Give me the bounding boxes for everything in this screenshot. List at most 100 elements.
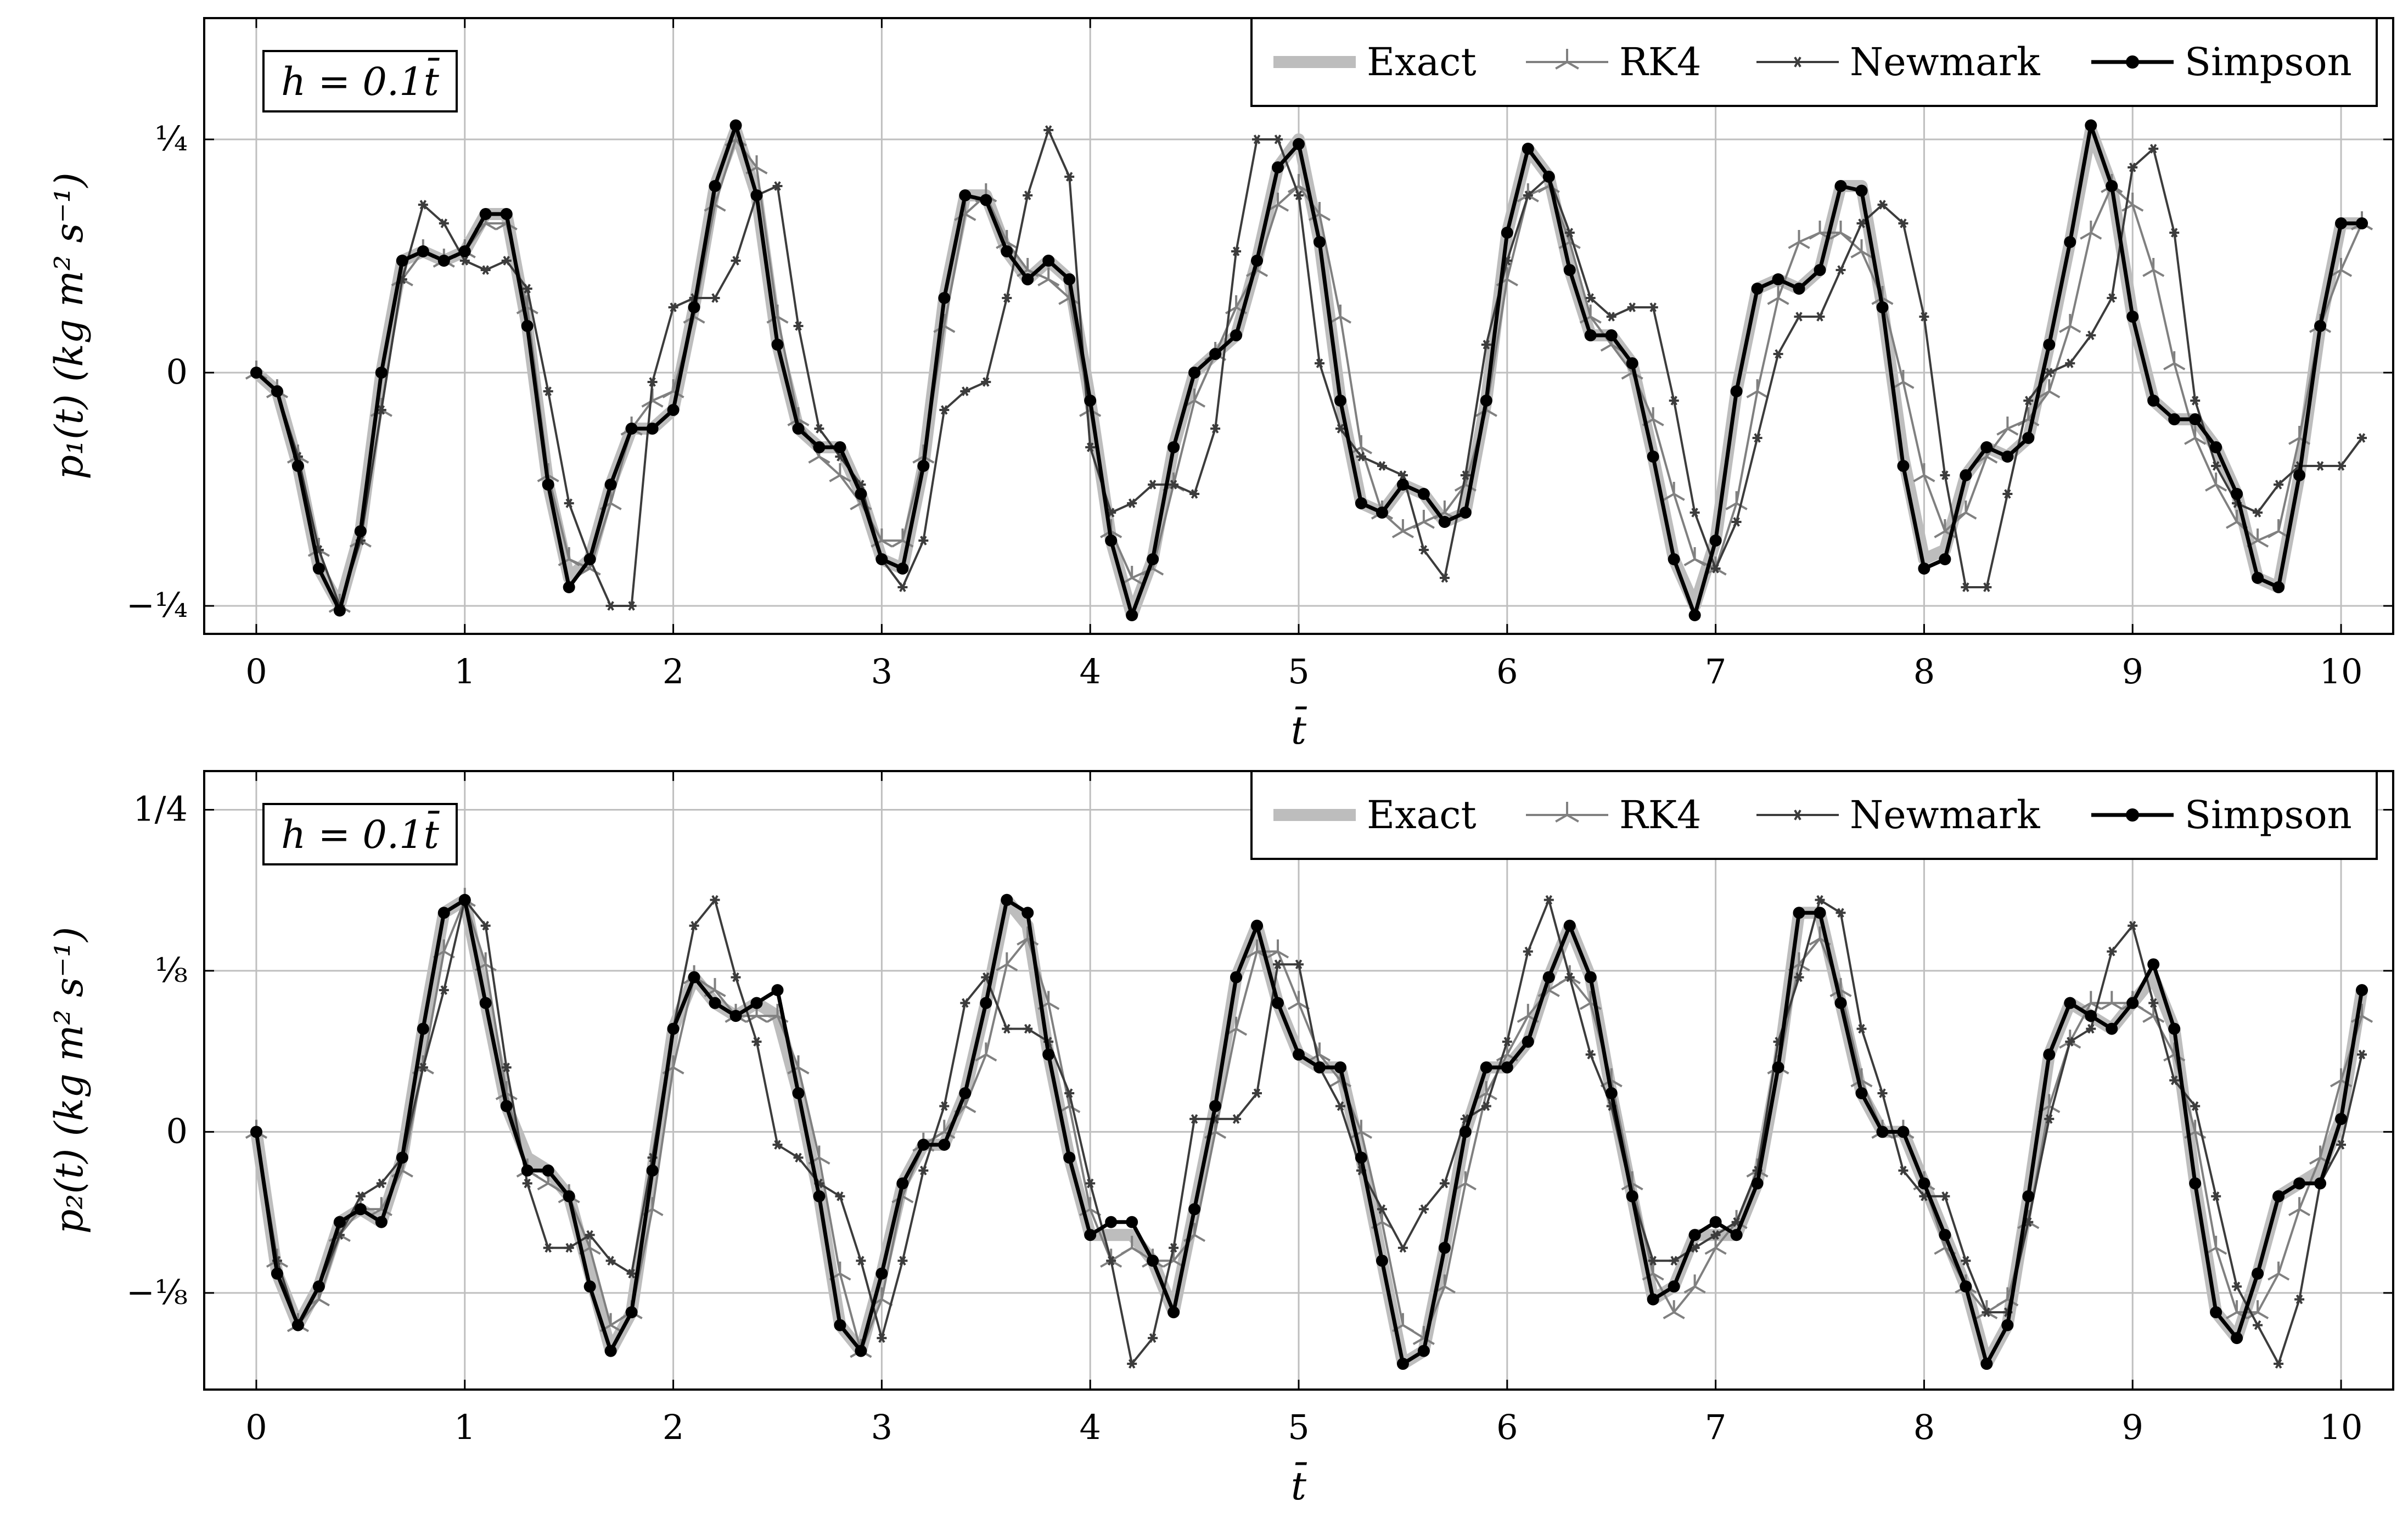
rk4-marker (1996, 417, 2019, 436)
simpson-marker (250, 1126, 262, 1138)
newmark-marker (1356, 452, 1366, 462)
newmark-marker (1064, 172, 1075, 182)
newmark-marker (1940, 470, 1950, 480)
x-tick-label: 5 (1288, 651, 1309, 691)
rk4-marker (1788, 230, 1810, 249)
x-axis-label: t̄ (1291, 1462, 1307, 1509)
newmark-marker (689, 920, 699, 931)
simpson-marker (1147, 553, 1159, 565)
newmark-marker (2086, 1024, 2096, 1034)
newmark-marker (1023, 190, 1033, 200)
simpson-marker (1417, 488, 1430, 500)
simpson-marker (750, 997, 763, 1009)
newmark-marker (1564, 228, 1575, 238)
newmark-marker (1418, 1204, 1429, 1215)
simpson-marker (291, 1319, 304, 1331)
simpson-marker (1772, 273, 1784, 285)
simpson-marker (1459, 507, 1472, 519)
step-size-box (262, 803, 458, 865)
newmark-marker (1023, 1024, 1033, 1034)
simpson-marker (521, 320, 534, 332)
newmark-marker (1648, 302, 1658, 312)
simpson-marker (709, 180, 721, 192)
newmark-marker (1523, 946, 1533, 957)
newmark-marker (2315, 461, 2326, 471)
simpson-marker (2043, 1048, 2056, 1061)
newmark-marker (1127, 498, 1137, 508)
x-tick-label: 7 (1705, 1407, 1726, 1447)
simpson-marker (1438, 1241, 1451, 1254)
simpson-marker (2126, 311, 2139, 323)
simpson-marker (1480, 395, 1492, 407)
simpson-marker (750, 189, 763, 201)
x-tick-label: 8 (1913, 651, 1935, 691)
legend-label-rk4: RK4 (1619, 792, 1702, 837)
rk4-marker (2163, 351, 2186, 370)
newmark-marker (1961, 1256, 1971, 1266)
x-tick-label: 10 (2320, 1407, 2363, 1447)
x-tick-label: 5 (1288, 1407, 1309, 1447)
simpson-marker (583, 1280, 596, 1293)
simpson-marker (1793, 907, 1805, 919)
x-tick-label: 2 (663, 651, 684, 691)
simpson-marker (813, 441, 826, 453)
legend-simpson-marker (2126, 808, 2139, 822)
simpson-marker (1647, 1293, 1659, 1306)
simpson-marker (1605, 1087, 1618, 1099)
newmark-marker (1231, 1114, 1242, 1124)
simpson-marker (2252, 572, 2264, 584)
newmark-marker (1273, 959, 1283, 969)
x-tick-label: 7 (1705, 651, 1726, 691)
simpson-marker (542, 479, 554, 491)
y-axis-label: p₁(t) (kg m² s⁻¹) (47, 172, 92, 480)
simpson-marker (646, 423, 659, 435)
newmark-marker (585, 1230, 595, 1240)
simpson-marker (834, 1319, 846, 1331)
simpson-marker (479, 208, 492, 220)
simpson-marker (1021, 273, 1034, 285)
simpson-marker (2210, 441, 2222, 453)
newmark-marker (1439, 1178, 1450, 1189)
simpson-marker (1063, 1151, 1076, 1164)
simpson-marker (1668, 553, 1680, 565)
newmark-marker (1523, 190, 1533, 200)
newmark-marker (1315, 358, 1324, 368)
simpson-marker (1605, 329, 1618, 341)
simpson-marker (1939, 553, 1951, 565)
simpson-marker (1209, 1100, 1222, 1112)
y-tick-label: 1/4 (133, 789, 188, 829)
simpson-marker (1522, 1036, 1534, 1048)
simpson-marker (896, 563, 909, 575)
newmark-marker (1982, 582, 1992, 592)
simpson-marker (1918, 1177, 1930, 1190)
newmark-marker (751, 1037, 762, 1047)
simpson-marker (667, 404, 680, 416)
simpson-marker (1293, 1048, 1305, 1061)
newmark-marker (897, 582, 908, 592)
simpson-marker (2252, 1267, 2264, 1280)
newmark-marker (1439, 573, 1450, 583)
simpson-marker (1563, 919, 1576, 932)
simpson-marker (1001, 893, 1013, 906)
simpson-marker (2335, 217, 2348, 229)
simpson-marker (834, 441, 846, 453)
simpson-marker (646, 1164, 659, 1177)
legend-label-simpson: Simpson (2185, 40, 2352, 85)
newmark-marker (2065, 358, 2075, 368)
simpson-marker (2106, 180, 2118, 192)
newmark-marker (2128, 920, 2138, 931)
legend-label-rk4: RK4 (1619, 40, 1702, 85)
newmark-marker (626, 1268, 637, 1279)
rk4-marker (2080, 221, 2102, 240)
newmark-marker (918, 536, 929, 546)
newmark-marker (1335, 1101, 1345, 1111)
newmark-marker (355, 1191, 366, 1201)
simpson-marker (667, 1022, 680, 1035)
simpson-marker (375, 367, 388, 379)
simpson-marker (1584, 329, 1597, 341)
rk4-marker (2267, 1261, 2290, 1281)
rk4-marker (1391, 519, 1414, 538)
simpson-marker (1396, 1358, 1409, 1370)
newmark-marker (1397, 1242, 1408, 1253)
rk4-marker (1725, 491, 1748, 510)
